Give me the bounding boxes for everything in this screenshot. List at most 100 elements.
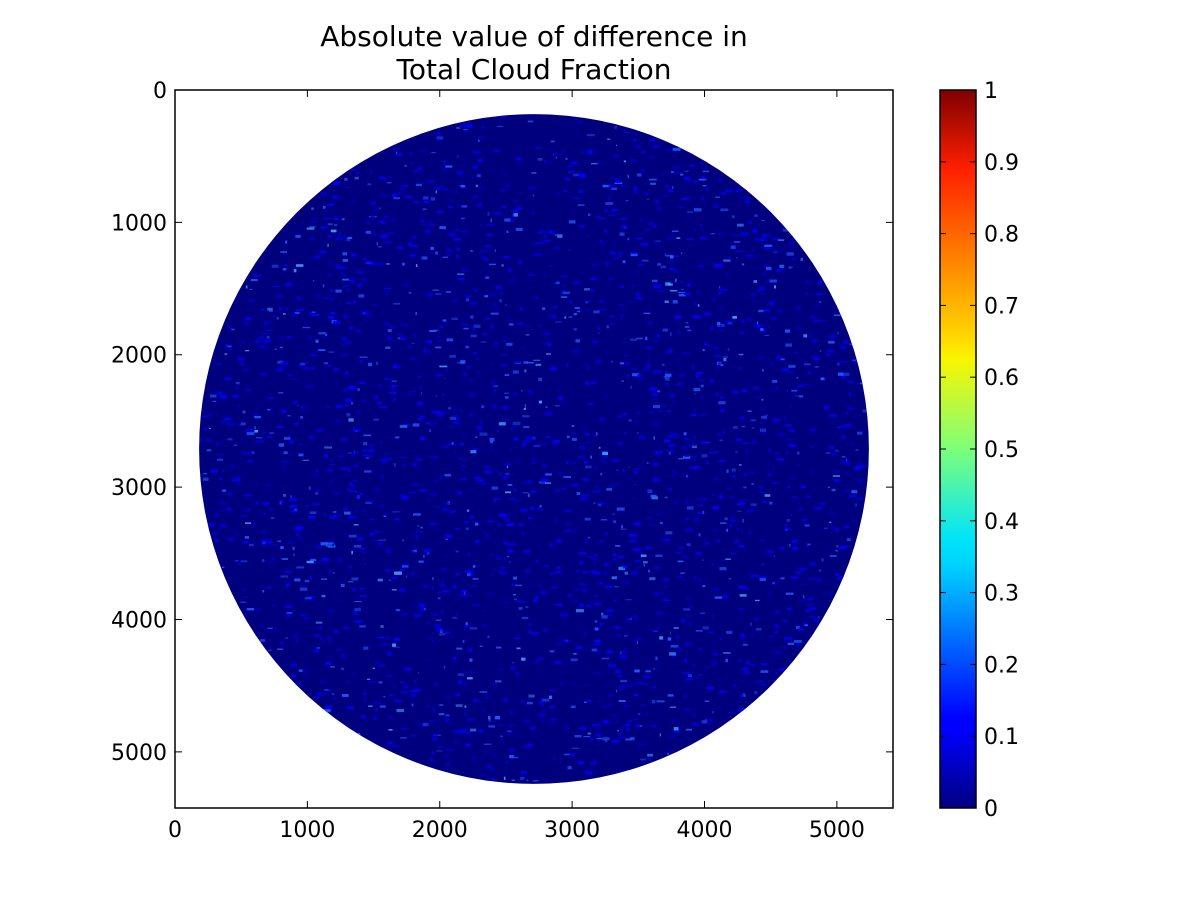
difference-speckle [579, 497, 588, 501]
difference-speckle [835, 549, 839, 552]
difference-speckle [599, 540, 605, 543]
difference-speckle [509, 711, 514, 714]
difference-speckle [668, 237, 671, 240]
x-tick-label: 4000 [676, 818, 732, 843]
difference-speckle [434, 682, 438, 686]
difference-speckle [345, 398, 352, 402]
difference-speckle [798, 627, 803, 630]
difference-speckle [814, 578, 822, 582]
difference-speckle [649, 388, 655, 390]
difference-speckle [559, 153, 564, 156]
difference-speckle [679, 374, 686, 377]
difference-speckle [813, 563, 816, 566]
difference-speckle [370, 617, 372, 619]
difference-speckle [452, 409, 459, 411]
difference-speckle [603, 705, 607, 708]
difference-speckle [762, 369, 764, 372]
difference-speckle [786, 519, 790, 522]
difference-speckle [243, 613, 246, 616]
difference-speckle [409, 491, 417, 493]
difference-speckle [648, 359, 650, 363]
difference-speckle [678, 331, 680, 334]
difference-speckle [223, 417, 232, 421]
difference-speckle [831, 524, 833, 527]
difference-speckle [285, 307, 289, 311]
difference-speckle [759, 491, 765, 494]
difference-speckle [261, 308, 264, 312]
difference-speckle [723, 358, 727, 362]
difference-speckle [227, 438, 233, 441]
difference-speckle [328, 351, 334, 353]
difference-speckle [241, 362, 245, 366]
difference-speckle [490, 768, 495, 770]
difference-speckle [600, 472, 603, 476]
difference-speckle [859, 382, 866, 385]
difference-speckle [299, 443, 303, 446]
difference-speckle [445, 291, 451, 293]
difference-speckle [590, 762, 597, 765]
difference-speckle [596, 489, 601, 493]
difference-speckle [411, 236, 417, 239]
difference-speckle [643, 312, 651, 315]
difference-speckle [724, 517, 728, 521]
difference-speckle [300, 362, 306, 366]
difference-speckle [854, 467, 862, 470]
difference-speckle [392, 643, 396, 647]
difference-speckle [328, 640, 332, 643]
difference-speckle [687, 283, 691, 287]
difference-speckle [246, 608, 255, 611]
difference-speckle [294, 379, 298, 381]
difference-speckle [441, 568, 443, 571]
difference-speckle [683, 695, 687, 698]
difference-speckle [831, 404, 833, 406]
difference-speckle [776, 580, 781, 583]
difference-speckle [364, 698, 367, 702]
difference-speckle [702, 170, 710, 173]
difference-speckle [774, 387, 779, 390]
difference-speckle [647, 489, 653, 493]
difference-speckle [607, 197, 611, 200]
difference-speckle [351, 402, 353, 405]
difference-speckle [650, 629, 654, 631]
difference-speckle [330, 666, 335, 668]
difference-speckle [285, 605, 293, 609]
difference-speckle [434, 187, 441, 190]
difference-speckle [280, 338, 284, 341]
difference-speckle [525, 326, 530, 328]
difference-speckle [547, 343, 552, 347]
difference-speckle [632, 285, 634, 287]
difference-speckle [607, 704, 613, 706]
difference-speckle [432, 411, 441, 414]
difference-speckle [262, 540, 268, 544]
difference-speckle [618, 688, 623, 690]
difference-speckle [600, 605, 602, 608]
difference-speckle [544, 411, 552, 414]
difference-speckle [522, 440, 531, 443]
difference-speckle [444, 473, 451, 477]
difference-speckle [335, 649, 342, 651]
difference-speckle [560, 401, 565, 404]
difference-speckle [589, 738, 593, 741]
difference-speckle [730, 495, 734, 499]
difference-speckle [719, 285, 721, 289]
difference-speckle [285, 264, 288, 267]
difference-speckle [757, 337, 759, 339]
difference-speckle [226, 507, 232, 511]
difference-speckle [215, 442, 219, 446]
difference-speckle [742, 519, 744, 523]
difference-speckle [678, 206, 685, 208]
difference-speckle [450, 198, 453, 202]
difference-speckle [403, 685, 409, 689]
difference-speckle [349, 326, 354, 330]
difference-speckle [636, 337, 643, 340]
difference-texture [199, 115, 869, 782]
difference-speckle [495, 680, 502, 683]
difference-speckle [312, 503, 320, 506]
difference-speckle [492, 389, 497, 392]
difference-speckle [425, 229, 431, 234]
difference-speckle [267, 561, 274, 563]
difference-speckle [719, 324, 722, 328]
difference-speckle [598, 503, 602, 507]
difference-speckle [780, 358, 785, 361]
difference-speckle [749, 471, 755, 475]
